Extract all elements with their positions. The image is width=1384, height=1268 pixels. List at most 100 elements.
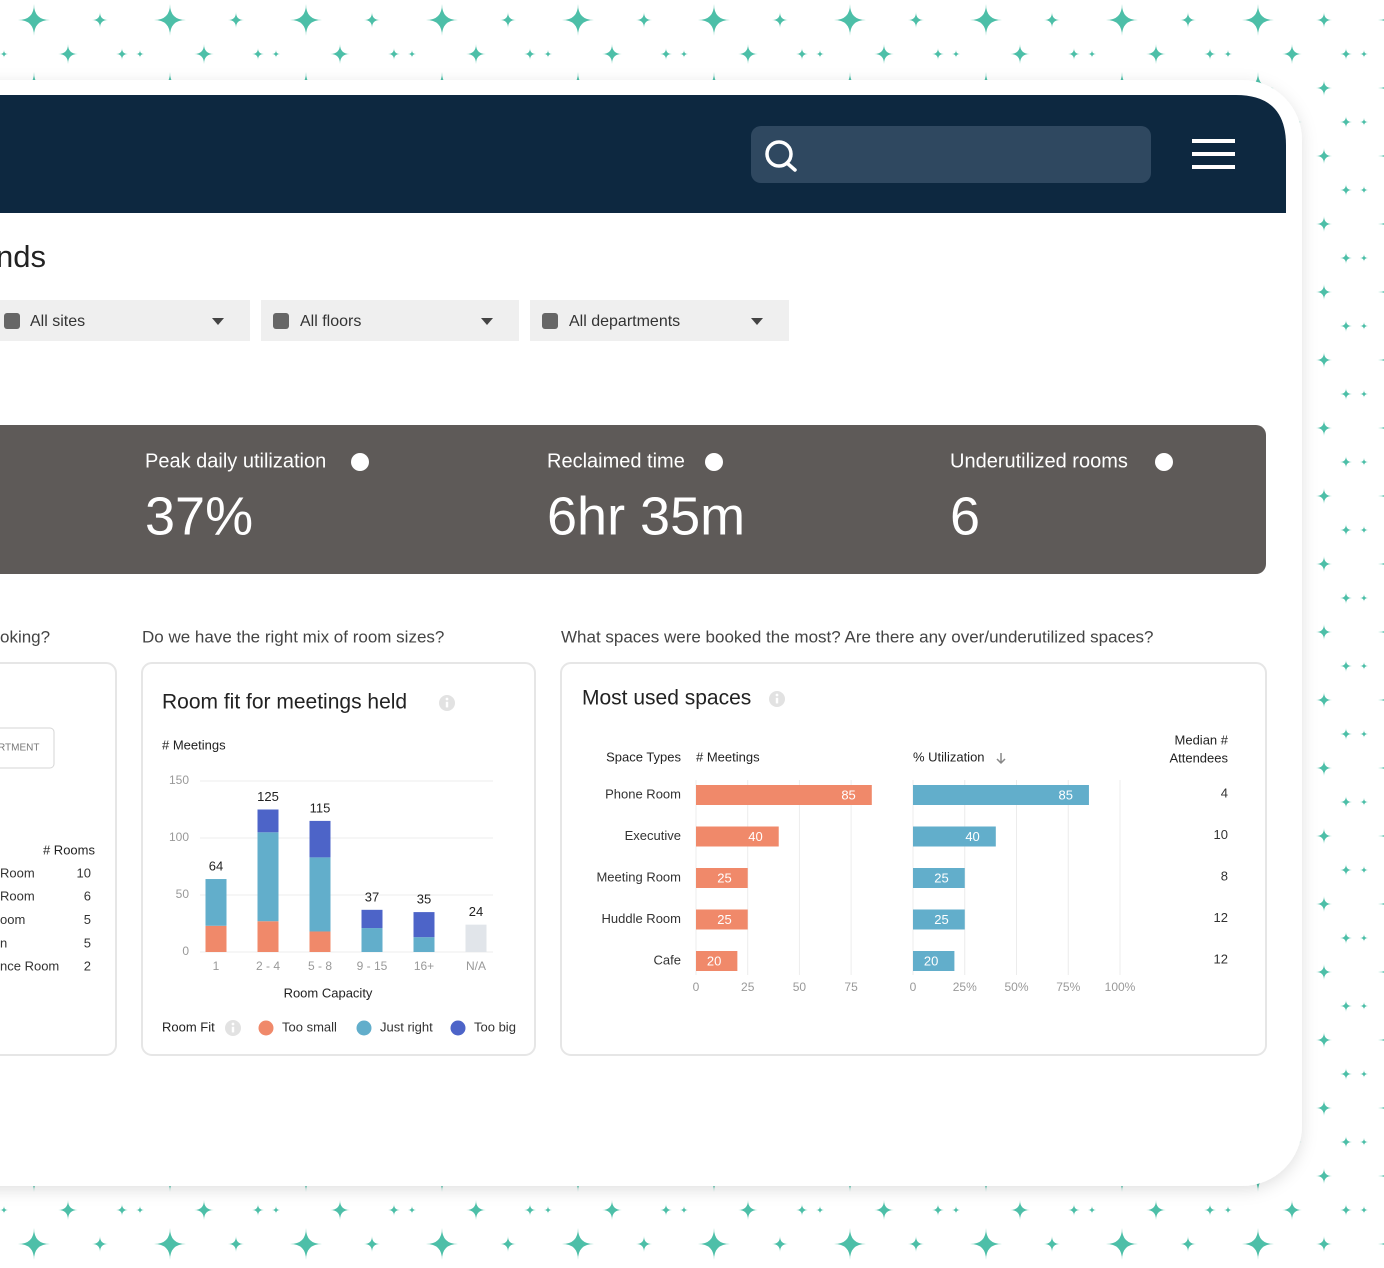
info-icon-dot xyxy=(712,455,716,460)
kpi-value: 6hr 35m xyxy=(547,486,745,546)
rooms-card xyxy=(0,662,117,1056)
info-icon-dot xyxy=(1162,455,1166,460)
bar-value-label: 25 xyxy=(717,912,731,927)
room-count: 10 xyxy=(77,865,91,880)
bar-value-label: 25 xyxy=(934,870,948,885)
bar xyxy=(913,868,965,888)
room-name: nce Room xyxy=(0,959,59,974)
bar-total-label: 35 xyxy=(417,892,431,907)
bar xyxy=(696,951,738,971)
x-tick-label: 75% xyxy=(1056,980,1080,994)
kpi-label: Underutilized rooms xyxy=(950,450,1128,472)
button-label: RTMENT xyxy=(0,743,39,754)
bar-value-label: 25 xyxy=(934,912,948,927)
room-name: oom xyxy=(0,912,25,927)
column-header: Median # xyxy=(1175,732,1229,747)
filter-dropdown[interactable] xyxy=(0,300,250,341)
bar-segment xyxy=(413,912,435,938)
x-axis-label: Room Capacity xyxy=(284,985,373,1000)
bar xyxy=(696,909,748,930)
y-tick-label: 150 xyxy=(169,773,189,787)
column-header: Attendees xyxy=(1169,750,1228,765)
x-tick-label: 25% xyxy=(953,980,977,994)
bar-total-label: 115 xyxy=(310,800,331,815)
section-question: oking? xyxy=(0,627,50,646)
bar-value-label: 25 xyxy=(717,870,731,885)
filter-label: All sites xyxy=(30,313,85,330)
chart-title: Most used spaces xyxy=(582,687,751,710)
x-tick-label: 50 xyxy=(793,980,807,994)
department-button[interactable] xyxy=(0,727,55,769)
bar-value-label: 20 xyxy=(707,953,721,968)
bar xyxy=(696,785,872,805)
room-fit-card xyxy=(141,662,536,1056)
bar-segment xyxy=(257,832,279,922)
filter-icon xyxy=(4,313,20,329)
legend-label: Too big xyxy=(474,1019,516,1034)
bar-segment xyxy=(361,928,383,952)
bar-segment xyxy=(361,909,383,929)
filter-icon xyxy=(273,313,289,329)
median-value: 8 xyxy=(1221,868,1228,883)
median-value: 10 xyxy=(1214,827,1228,842)
x-tick-label: 0 xyxy=(910,980,917,994)
bar xyxy=(913,951,955,971)
category-label: Huddle Room xyxy=(602,911,682,926)
bar-segment xyxy=(413,937,435,952)
room-name: n xyxy=(0,935,7,950)
chart-title: Room fit for meetings held xyxy=(162,691,407,714)
bar-value-label: 40 xyxy=(748,829,762,844)
legend-swatch xyxy=(450,1020,466,1036)
info-icon-dot xyxy=(231,1022,235,1026)
bar-segment xyxy=(309,820,331,858)
filter-dropdown[interactable] xyxy=(530,300,789,341)
bar-other xyxy=(465,924,487,952)
legend-label: Too small xyxy=(282,1019,337,1034)
dropdown-arrow xyxy=(481,318,493,325)
dropdown-arrow xyxy=(212,318,224,325)
filter-dropdown[interactable] xyxy=(261,300,519,341)
room-count: 2 xyxy=(84,959,91,974)
x-tick-label: 0 xyxy=(693,980,700,994)
bar xyxy=(913,909,965,930)
bar xyxy=(696,868,748,888)
info-icon-dot xyxy=(358,455,362,460)
x-tick-label: 5 - 8 xyxy=(308,959,332,973)
x-tick-label: 2 - 4 xyxy=(256,959,280,973)
x-tick-label: 50% xyxy=(1004,980,1028,994)
bar-value-label: 85 xyxy=(1058,787,1072,802)
search-icon-handle xyxy=(785,161,797,172)
median-value: 12 xyxy=(1214,910,1228,925)
room-count: 5 xyxy=(84,935,91,950)
bar-segment xyxy=(309,857,331,932)
top-bar xyxy=(0,95,1286,213)
y-tick-label: 50 xyxy=(176,887,190,901)
x-tick-label: 16+ xyxy=(414,959,434,973)
search-box[interactable] xyxy=(751,126,1151,183)
bar-segment xyxy=(257,809,279,833)
menu-button[interactable] xyxy=(1192,139,1235,169)
median-value: 4 xyxy=(1221,785,1228,800)
column-header: Space Types xyxy=(606,749,681,764)
category-label: Meeting Room xyxy=(596,869,681,884)
filter-label: All departments xyxy=(569,313,680,330)
bar-value-label: 85 xyxy=(841,787,855,802)
kpi-value: 6 xyxy=(950,486,980,546)
room-name: Room xyxy=(0,889,35,904)
bar-segment xyxy=(205,879,227,926)
kpi-band xyxy=(0,425,1266,574)
app: nds All sites All floors All departments Pe… xyxy=(0,95,1286,1056)
y-axis-label: # Meetings xyxy=(162,737,226,752)
kpi-label: Peak daily utilization xyxy=(145,450,326,472)
bar xyxy=(913,785,1089,805)
median-value: 12 xyxy=(1214,951,1228,966)
bar-total-label: 37 xyxy=(365,889,379,904)
dropdown-arrow xyxy=(751,318,763,325)
category-label: Executive xyxy=(625,828,681,843)
bar-total-label: 125 xyxy=(257,789,279,804)
page-title: nds xyxy=(0,239,46,274)
sort-arrow[interactable] xyxy=(996,753,1006,765)
